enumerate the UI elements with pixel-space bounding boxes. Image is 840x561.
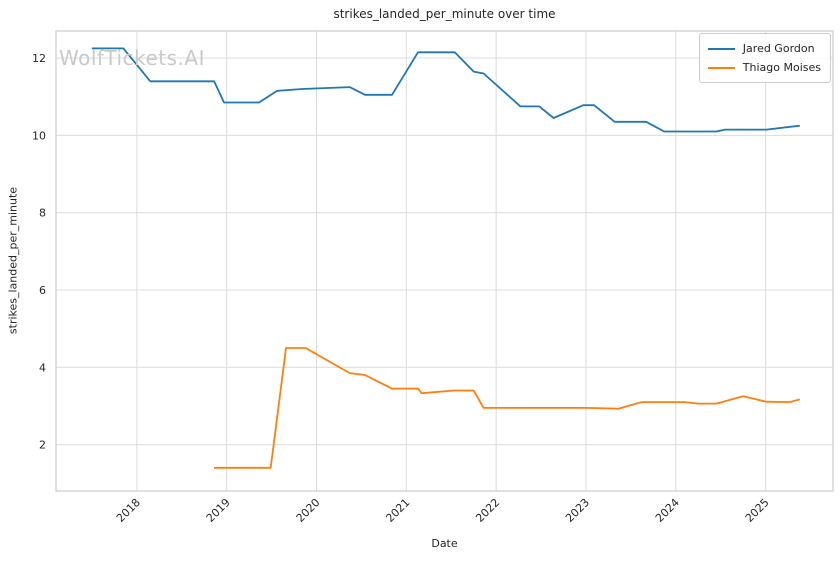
x-tick-label: 2020 <box>294 496 323 525</box>
x-tick-label: 2018 <box>114 496 143 525</box>
x-axis-label: Date <box>431 537 458 550</box>
plot-frame <box>55 30 834 492</box>
x-tick-label: 2021 <box>383 496 412 525</box>
y-tick-label: 6 <box>39 284 46 297</box>
chart-title: strikes_landed_per_minute over time <box>333 7 556 21</box>
series-line-jared-gordon <box>91 47 800 133</box>
x-tick-label: 2019 <box>204 496 233 525</box>
x-tick-label: 2025 <box>743 496 772 525</box>
x-tick-label: 2024 <box>653 496 682 525</box>
legend-label: Thiago Moises <box>742 61 821 74</box>
y-tick-label: 8 <box>39 207 46 220</box>
y-tick-label: 10 <box>32 129 46 142</box>
x-tick-label: 2022 <box>473 496 502 525</box>
legend-item-thiago-moises: Thiago Moises <box>707 58 821 77</box>
series-line-thiago-moises <box>214 347 801 469</box>
x-tick-label: 2023 <box>563 496 592 525</box>
y-tick-label: 4 <box>39 361 46 374</box>
legend-line-swatch-orange <box>707 66 735 69</box>
legend: Jared Gordon Thiago Moises <box>698 33 831 83</box>
y-tick-label: 12 <box>32 52 46 65</box>
y-tick-label: 2 <box>39 439 46 452</box>
y-axis-label: strikes_landed_per_minute <box>6 186 20 335</box>
watermark: WolfTickets.AI <box>59 46 205 70</box>
legend-label: Jared Gordon <box>742 42 815 55</box>
legend-line-swatch-blue <box>707 47 735 50</box>
legend-item-jared-gordon: Jared Gordon <box>707 39 821 58</box>
